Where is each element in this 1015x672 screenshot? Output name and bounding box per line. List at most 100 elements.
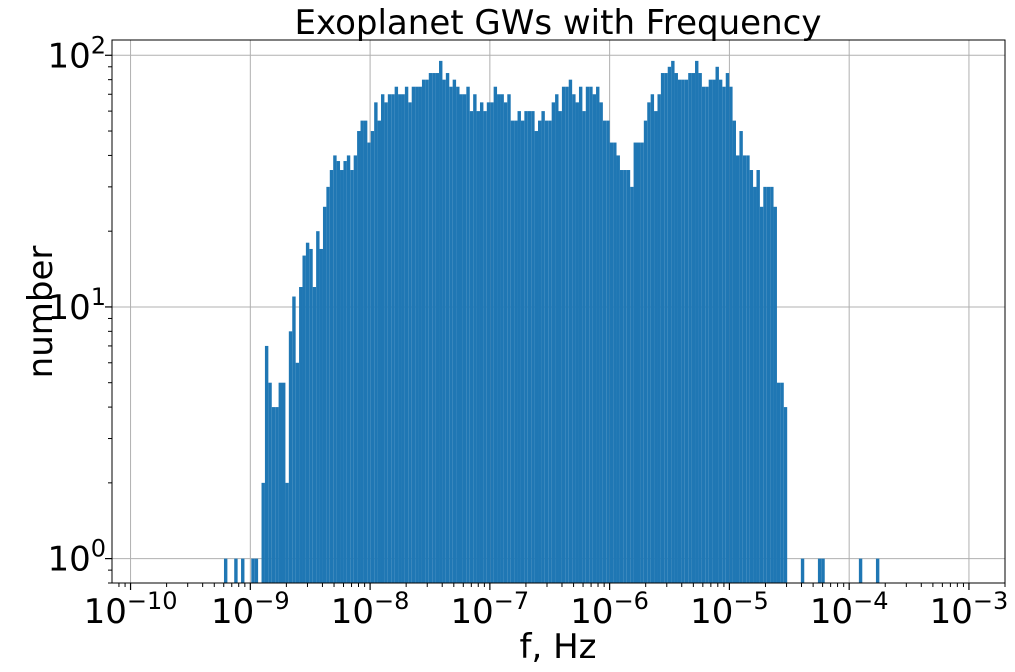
histogram-bar	[333, 155, 337, 583]
histogram-bar	[275, 407, 279, 583]
histogram-bar	[326, 186, 330, 584]
histogram-bar	[596, 86, 600, 583]
histogram-bar	[722, 86, 726, 583]
histogram-bar	[312, 287, 317, 583]
histogram-bar	[770, 186, 774, 584]
y-tick-label: 101	[47, 283, 106, 328]
histogram-bar	[251, 558, 255, 583]
histogram-bar	[271, 407, 276, 583]
histogram-bar	[647, 102, 651, 584]
y-tick-label-base: 10	[47, 288, 90, 328]
histogram-bars	[223, 60, 880, 584]
histogram-bar	[360, 120, 364, 583]
x-tick-label-base: 10	[810, 592, 853, 632]
histogram-bar	[517, 111, 521, 584]
histogram-bar	[449, 86, 453, 583]
histogram-bar	[483, 111, 487, 584]
histogram-bar	[555, 94, 559, 583]
histogram-bar	[459, 94, 463, 583]
histogram-bar	[514, 120, 518, 583]
histogram-bar	[500, 94, 504, 583]
histogram-bar	[821, 558, 825, 583]
histogram-bar	[268, 382, 272, 583]
histogram-bar	[561, 86, 566, 583]
histogram-bar	[510, 120, 515, 583]
histogram-bar	[353, 155, 358, 583]
histogram-bar	[582, 111, 586, 584]
histogram-bar	[445, 73, 450, 584]
histogram-bar	[292, 296, 296, 583]
x-tick-labels: 10−10 10−9 10−8 10−7 10−6 10−5 10−4 10−3	[84, 587, 1009, 632]
histogram-bar	[415, 86, 419, 583]
histogram-bar	[616, 155, 620, 583]
histogram-bar	[408, 102, 412, 584]
histogram-bar	[497, 94, 501, 583]
histogram-bar	[241, 558, 245, 583]
histogram-bar	[367, 142, 371, 584]
x-axis-label: f, Hz	[520, 627, 597, 667]
histogram-bar	[735, 155, 740, 583]
histogram-bar	[288, 331, 293, 583]
histogram-bar	[493, 86, 498, 583]
histogram-bar	[599, 102, 603, 584]
histogram-bar	[234, 558, 238, 583]
histogram-bar	[309, 248, 313, 583]
y-tick-label-exponent: 1	[91, 283, 106, 311]
x-tick-label-exponent: −6	[614, 587, 649, 615]
histogram-bar	[671, 60, 675, 583]
histogram-bar	[435, 73, 440, 584]
histogram-bar	[401, 94, 405, 583]
histogram-bar	[391, 94, 395, 583]
histogram-bar	[503, 102, 508, 584]
histogram-bar	[715, 66, 719, 583]
histogram-bar	[329, 170, 334, 583]
histogram-bar	[698, 73, 702, 584]
histogram-bar	[282, 382, 286, 583]
histogram-bar	[254, 558, 259, 583]
chart-title: Exoplanet GWs with Frequency	[295, 3, 822, 43]
histogram-bar	[746, 155, 750, 583]
y-tick-label: 102	[47, 31, 106, 76]
plot-area-frame	[111, 39, 1006, 584]
histogram-bar	[602, 120, 607, 583]
histogram-bar	[278, 382, 283, 583]
histogram-bar	[384, 102, 388, 584]
histogram-bar	[763, 186, 767, 584]
histogram-bar	[428, 73, 433, 584]
histogram-bar	[473, 94, 477, 583]
x-tick-label: 10−9	[211, 587, 290, 632]
histogram-bar	[705, 86, 709, 583]
histogram-bar	[568, 79, 573, 583]
histogram-bar	[572, 94, 576, 583]
histogram-bar	[800, 558, 805, 583]
histogram-bar	[674, 73, 678, 584]
histogram-bar	[295, 362, 300, 583]
x-tick-label: 10−7	[451, 587, 530, 632]
histogram-bar	[817, 558, 822, 583]
histogram-bar	[712, 79, 716, 583]
histogram-bar	[681, 79, 685, 583]
histogram-bar	[425, 79, 429, 583]
histogram-bar	[623, 170, 627, 583]
histogram-bar	[695, 60, 699, 583]
histogram-bar	[527, 111, 532, 584]
histogram-bar	[285, 482, 289, 583]
histogram-bar	[223, 558, 228, 583]
histogram-bar	[589, 86, 593, 583]
histogram-bar	[691, 73, 696, 584]
histogram-bar	[654, 111, 658, 584]
histogram-bar	[630, 186, 634, 584]
histogram-bar	[264, 345, 269, 583]
x-tick-label-base: 10	[84, 592, 127, 632]
histogram-bar	[544, 120, 549, 583]
histogram-bar	[299, 287, 303, 583]
histogram-bar	[404, 86, 409, 583]
histogram-bar	[858, 558, 863, 583]
histogram-bar	[640, 142, 644, 584]
histogram-bar	[759, 206, 764, 583]
histogram-bar	[773, 206, 777, 583]
x-tick-label: 10−4	[810, 587, 889, 632]
x-tick-label-exponent: −8	[374, 587, 409, 615]
x-tick-label: 10−5	[690, 587, 769, 632]
histogram-bar	[322, 206, 327, 583]
